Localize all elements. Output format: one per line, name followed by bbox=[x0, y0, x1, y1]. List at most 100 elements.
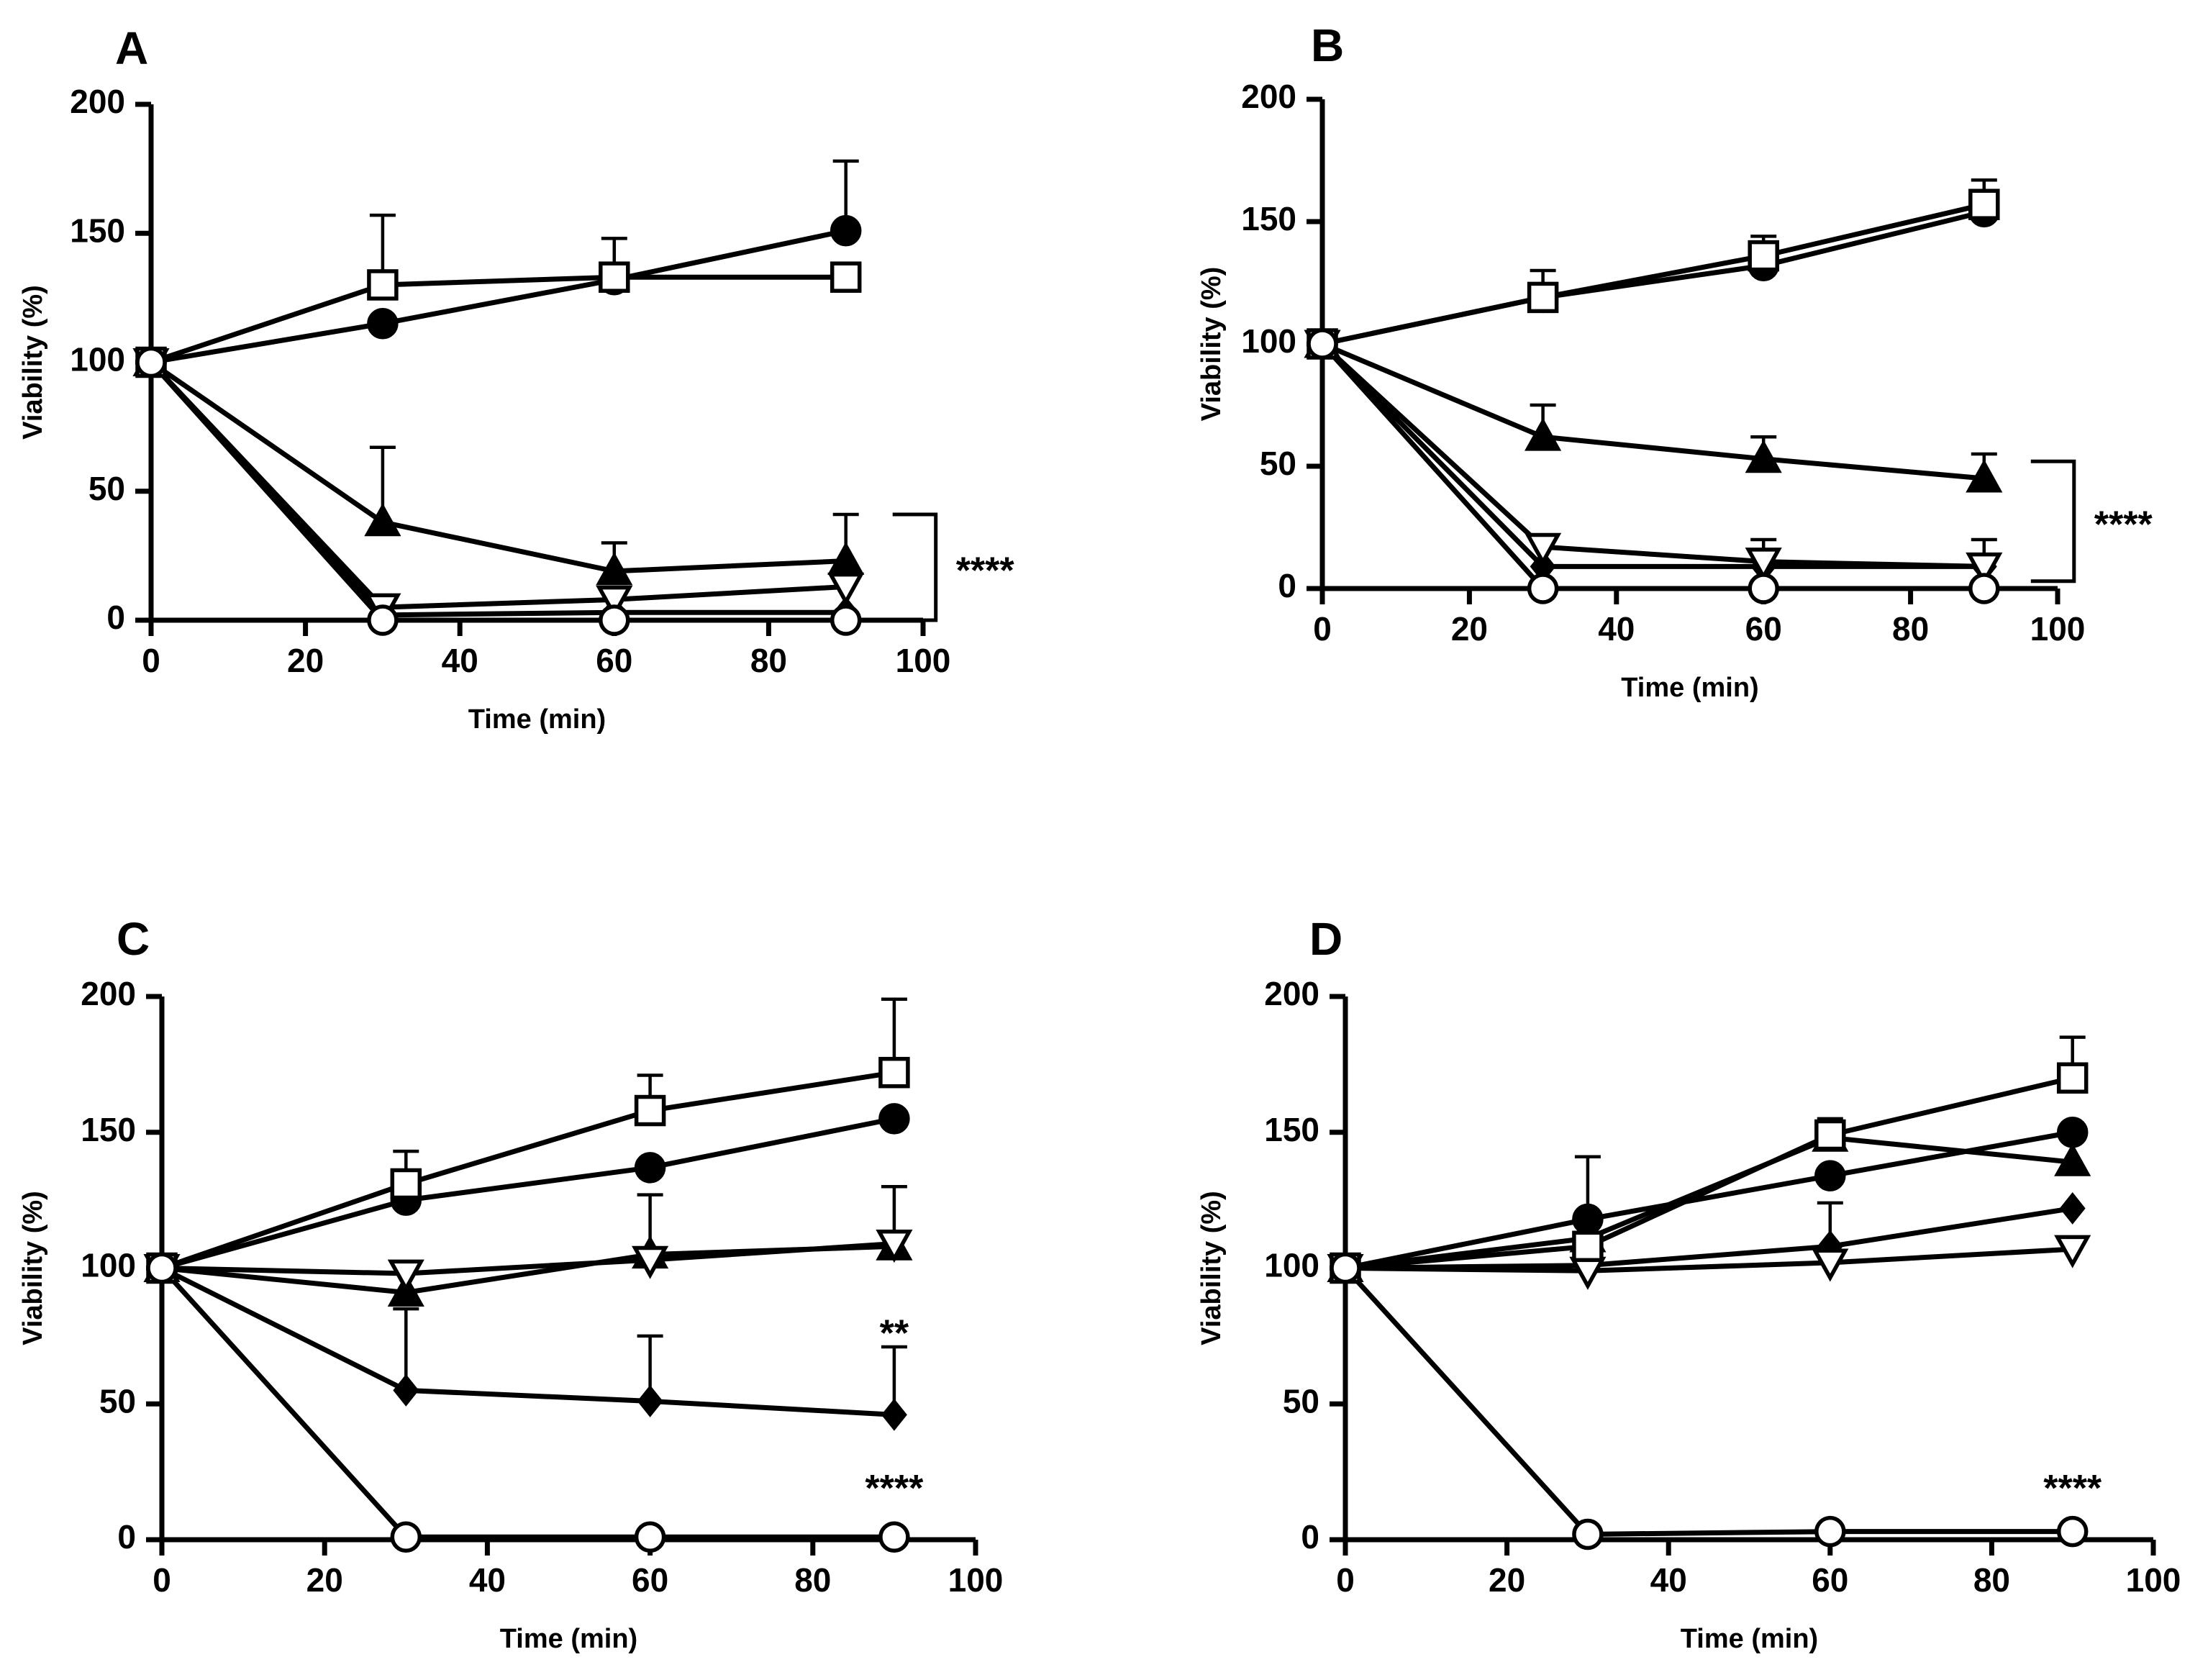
panel-a-point-filled-triangle bbox=[364, 503, 401, 537]
panel-b: B 0 20 40 60 80 100 0 50 100 150 200 Time (min) Viabi… bbox=[1196, 19, 2153, 703]
panel-c-point-open-triangle-down bbox=[876, 1230, 913, 1263]
panel-b-series-line bbox=[1320, 342, 1984, 591]
panel-d-point-open-circle bbox=[1814, 1515, 1846, 1548]
panel-c-y-tick-label: 100 bbox=[81, 1247, 136, 1284]
panel-d-x-axis-title: Time (min) bbox=[1681, 1624, 1818, 1654]
panel-c-point-filled-diamond bbox=[637, 1385, 663, 1417]
panel-b-x-tick-label: 0 bbox=[1313, 610, 1332, 648]
panel-c-y-tick-label: 50 bbox=[99, 1382, 136, 1420]
panel-a-point-open-square bbox=[367, 269, 399, 301]
panel-d-point-filled-triangle bbox=[2054, 1143, 2091, 1176]
panel-b-x-tick-label: 60 bbox=[1745, 610, 1782, 648]
panel-a-point-filled-circle bbox=[830, 214, 862, 247]
panel-d-series-open-triangle-down bbox=[1345, 1246, 2073, 1273]
panel-a-series-line bbox=[150, 360, 846, 574]
panel-b-series-open-circle bbox=[1320, 342, 1984, 591]
panel-c-x-tick-label: 40 bbox=[469, 1561, 506, 1599]
panel-a-point-open-circle bbox=[367, 604, 399, 636]
panel-a-series-line bbox=[149, 360, 846, 610]
panel-b-series-line bbox=[1322, 201, 1985, 347]
panel-c-series-filled-circle bbox=[161, 1116, 895, 1271]
panel-a-series-line bbox=[150, 274, 846, 365]
panel-b-significance-bracket bbox=[2030, 459, 2076, 584]
panel-a-series-filled-circle bbox=[150, 159, 859, 365]
panel-b-y-axis-title: Viability (%) bbox=[1196, 267, 1227, 422]
panel-b-y-tick-label: 50 bbox=[1260, 445, 1296, 482]
panel-a-series-line bbox=[149, 360, 846, 618]
panel-d-series-line bbox=[1345, 1246, 2073, 1273]
panel-a-letter: A bbox=[115, 22, 148, 74]
panel-b-point-open-square bbox=[1968, 189, 2000, 220]
panel-c-point-open-circle bbox=[634, 1521, 666, 1553]
panel-a-x-axis-title: Time (min) bbox=[468, 704, 606, 735]
panel-b-point-filled-triangle bbox=[1966, 459, 2003, 493]
panel-c-series-open-triangle-down bbox=[161, 1241, 895, 1276]
panel-a-point-open-circle bbox=[599, 604, 630, 636]
panel-a-x-tick-label: 0 bbox=[142, 642, 160, 679]
panel-d-series-filled-circle bbox=[1345, 1130, 2073, 1271]
panel-b-significance-label: **** bbox=[2094, 504, 2153, 546]
panel-a-y-tick-label: 150 bbox=[70, 212, 125, 249]
panel-a-x-tick-label: 60 bbox=[596, 642, 632, 679]
panel-c-point-filled-circle bbox=[878, 1103, 910, 1135]
panel-a-point-open-circle bbox=[830, 604, 862, 636]
panel-b-point-open-circle bbox=[1307, 328, 1338, 360]
panel-c-x-tick-label: 20 bbox=[306, 1561, 343, 1599]
panel-a-x-tick-label: 20 bbox=[287, 642, 324, 679]
panel-c-x-tick-label: 100 bbox=[948, 1561, 1004, 1599]
panel-c-series-line bbox=[160, 1266, 895, 1417]
panel-c-point-filled-diamond bbox=[393, 1373, 419, 1407]
panel-c-y-axis-title: Viability (%) bbox=[18, 1191, 48, 1345]
panel-a-y-tick-label: 200 bbox=[70, 83, 125, 120]
panel-a-y-tick-label: 100 bbox=[70, 341, 125, 378]
panel-a-significance-bracket bbox=[892, 512, 938, 622]
panel-d: D 0 20 40 60 80 100 0 50 100 150 200 Time (min) Viabi… bbox=[1196, 913, 2181, 1654]
panel-c-series-open-square bbox=[160, 997, 907, 1271]
panel-d-y-tick-label: 150 bbox=[1264, 1111, 1319, 1148]
panel-c-series-line bbox=[160, 1266, 894, 1540]
panel-d-point-open-circle bbox=[2056, 1515, 2089, 1548]
panel-d-x-tick-label: 20 bbox=[1489, 1561, 1525, 1599]
panel-a-significance-label: **** bbox=[956, 550, 1015, 592]
panel-c-y-tick-label: 150 bbox=[81, 1111, 136, 1148]
panel-b-x-axis-title: Time (min) bbox=[1621, 673, 1758, 703]
panel-d-point-open-circle bbox=[1572, 1518, 1604, 1550]
panel-b-point-open-square bbox=[1748, 240, 1779, 272]
panel-c-x-tick-label: 60 bbox=[632, 1561, 668, 1599]
panel-d-point-filled-diamond bbox=[2059, 1191, 2086, 1225]
panel-d-y-axis-title: Viability (%) bbox=[1196, 1191, 1227, 1345]
panel-a-series-line bbox=[150, 228, 847, 365]
panel-c-point-open-square bbox=[390, 1168, 422, 1200]
panel-a-point-filled-triangle bbox=[596, 552, 633, 586]
panel-d-y-tick-label: 0 bbox=[1301, 1518, 1319, 1556]
panel-c: C 0 20 40 60 80 100 0 50 100 150 200 Time (min) Viabi… bbox=[18, 913, 1003, 1654]
panel-d-x-tick-label: 80 bbox=[1973, 1561, 2010, 1599]
panel-d-y-tick-label: 100 bbox=[1264, 1247, 1319, 1284]
panel-a-point-open-triangle-down bbox=[827, 572, 865, 606]
panel-b-x-tick-label: 100 bbox=[2030, 610, 2086, 648]
panel-d-y-tick-label: 50 bbox=[1283, 1382, 1319, 1420]
panel-a-series-line bbox=[149, 360, 846, 623]
panel-c-x-tick-label: 80 bbox=[794, 1561, 831, 1599]
panel-c-series-line bbox=[160, 1070, 895, 1271]
panel-a-x-tick-label: 40 bbox=[442, 642, 478, 679]
panel-b-x-tick-label: 20 bbox=[1451, 610, 1488, 648]
panel-c-point-filled-diamond bbox=[881, 1398, 907, 1431]
panel-c-y-tick-label: 0 bbox=[117, 1518, 136, 1556]
panel-a-x-tick-label: 80 bbox=[750, 642, 787, 679]
panel-c-series-line bbox=[161, 1241, 895, 1276]
panel-c-point-open-square bbox=[878, 1056, 910, 1089]
panel-a-point-open-square bbox=[599, 261, 630, 293]
panel-c-point-filled-circle bbox=[634, 1152, 666, 1184]
panel-d-series-line bbox=[1343, 1266, 2073, 1537]
panel-b-point-filled-triangle bbox=[1745, 440, 1782, 473]
panel-d-letter: D bbox=[1309, 913, 1342, 965]
panel-d-x-tick-label: 60 bbox=[1812, 1561, 1848, 1599]
panel-c-point-open-circle bbox=[878, 1521, 910, 1553]
panel-a-y-tick-label: 50 bbox=[88, 470, 125, 507]
panel-a-series-open-triangle-down bbox=[149, 360, 846, 610]
panel-d-series-open-circle bbox=[1343, 1266, 2073, 1537]
panel-b-point-open-circle bbox=[1748, 573, 1779, 604]
panel-a-series-filled-diamond bbox=[149, 360, 846, 618]
